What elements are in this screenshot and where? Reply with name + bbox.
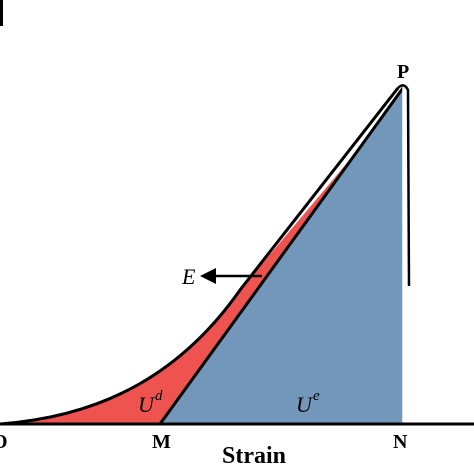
elastic-energy-label: U [296, 392, 314, 417]
loading-curve [0, 87, 400, 426]
point-m-label: M [152, 431, 171, 453]
elastic-energy-superscript: e [313, 388, 320, 404]
slope-label: E [181, 264, 196, 289]
point-n-label: N [393, 431, 408, 453]
dissipated-energy-region [0, 112, 390, 424]
post-peak-curve [397, 84, 411, 287]
x-axis-label: Strain [222, 443, 286, 469]
dissipated-energy-label: U [138, 392, 156, 417]
point-p-label: P [397, 61, 409, 83]
origin-label: O [0, 431, 8, 453]
slope-arrow-head [200, 268, 216, 284]
unloading-line [158, 87, 405, 425]
dissipated-energy-superscript: d [155, 388, 163, 404]
